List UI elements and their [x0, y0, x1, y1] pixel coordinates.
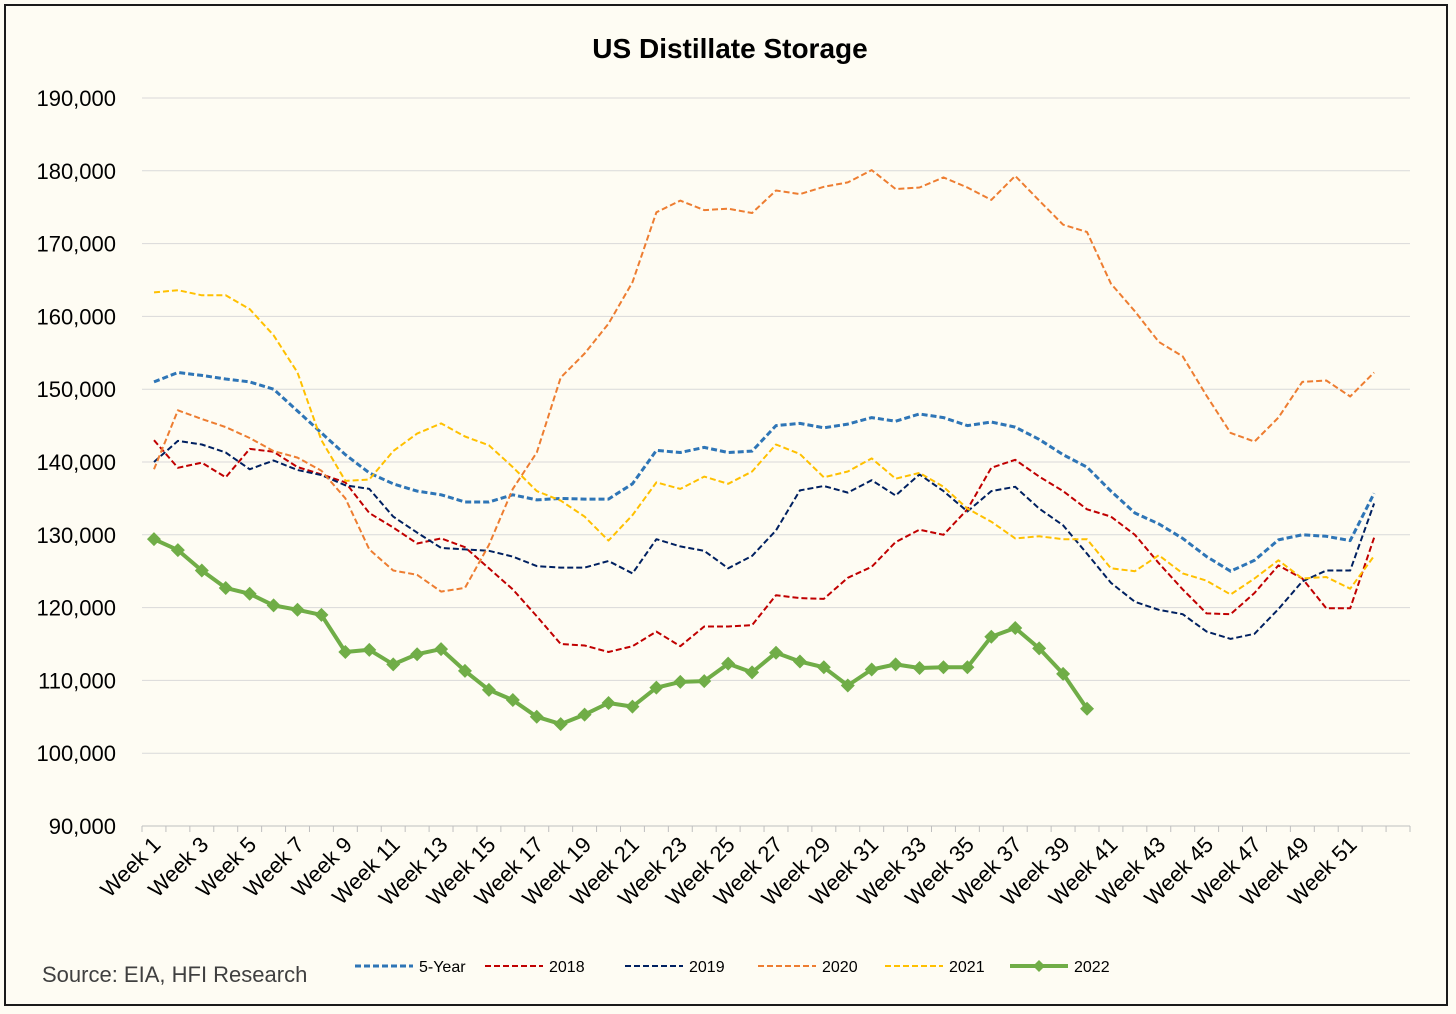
series-line-5-year [153, 371, 1376, 573]
y-tick-label: 100,000 [36, 741, 116, 766]
y-tick-label: 180,000 [36, 159, 116, 184]
data-point [1008, 620, 1023, 635]
data-point [601, 695, 616, 710]
data-point [864, 662, 879, 677]
y-tick-label: 170,000 [36, 232, 116, 257]
y-axis: 90,000 100,000 110,000 120,000 130,000 140,00… [36, 86, 116, 839]
data-point [170, 543, 185, 558]
data-point [745, 665, 760, 680]
y-tick-label: 150,000 [36, 377, 116, 402]
data-point [529, 709, 544, 724]
y-tick-label: 90,000 [49, 814, 116, 839]
series-lines [146, 169, 1376, 732]
legend-label: 2019 [689, 959, 725, 976]
data-point [577, 707, 592, 722]
data-point [481, 682, 496, 697]
data-point [194, 563, 209, 578]
data-point [1032, 641, 1047, 656]
y-tick-label: 190,000 [36, 86, 116, 111]
data-point [625, 699, 640, 714]
data-point [984, 629, 999, 644]
y-tick-label: 140,000 [36, 450, 116, 475]
y-tick-label: 110,000 [38, 668, 116, 693]
data-point [314, 607, 329, 622]
gridlines [142, 97, 1410, 754]
chart-title: US Distillate Storage [592, 33, 867, 64]
legend: 5-Year 2018 2019 2020 2021 2022 [355, 959, 1110, 976]
data-point [673, 674, 688, 689]
series-line-2018 [153, 439, 1376, 653]
legend-label: 2018 [549, 959, 585, 976]
legend-marker [1033, 960, 1045, 972]
series-line-2021 [153, 289, 1375, 596]
data-point [362, 642, 377, 657]
data-point [457, 663, 472, 678]
legend-label: 2020 [822, 959, 858, 976]
series-line-2019 [153, 439, 1376, 640]
data-point [697, 674, 712, 689]
legend-label: 2021 [949, 959, 985, 976]
data-point [840, 678, 855, 693]
data-point [769, 645, 783, 660]
y-tick-label: 130,000 [36, 523, 116, 548]
data-point [936, 660, 951, 675]
data-point [386, 657, 401, 672]
legend-label: 2022 [1074, 959, 1110, 976]
y-tick-label: 160,000 [36, 304, 116, 329]
data-point [888, 657, 903, 672]
data-point [816, 660, 831, 675]
data-point [434, 642, 449, 657]
data-point [912, 661, 927, 676]
data-point [1056, 666, 1071, 681]
data-point [410, 647, 425, 662]
series-line-2020 [153, 169, 1375, 593]
y-tick-label: 120,000 [36, 596, 116, 621]
data-point [338, 645, 353, 660]
series-line-2022 [153, 537, 1089, 727]
data-point [960, 660, 975, 675]
data-point [146, 532, 161, 547]
legend-label: 5-Year [419, 959, 466, 976]
data-point [721, 656, 736, 671]
data-point [242, 586, 257, 601]
data-point [792, 654, 807, 669]
data-point [649, 680, 664, 695]
data-point [290, 602, 305, 617]
data-point [505, 693, 520, 708]
source-note: Source: EIA, HFI Research [42, 962, 307, 987]
data-point [266, 598, 281, 613]
data-point [218, 580, 233, 595]
data-point [1080, 701, 1095, 716]
data-point [553, 717, 568, 732]
